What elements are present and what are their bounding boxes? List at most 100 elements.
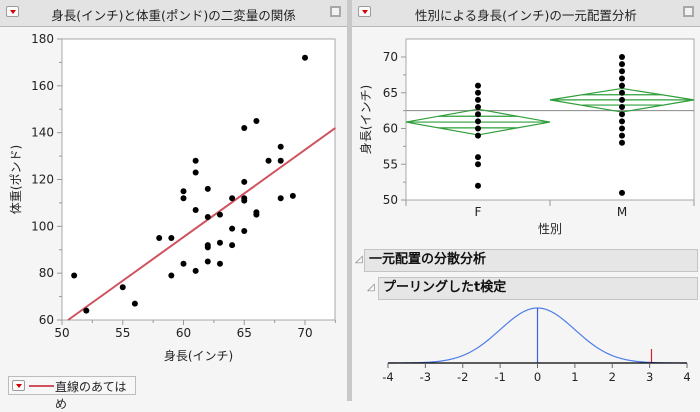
fit-line-label: 直線のあてはめ	[55, 380, 127, 411]
data-point[interactable]	[475, 154, 481, 161]
data-point[interactable]	[619, 118, 625, 125]
data-point[interactable]	[83, 307, 90, 314]
oneway-panel: 性別による身長(インチ)の一元配置分析 50 55 60 65 70 F M 性別 身長(インチ…	[352, 0, 700, 401]
data-point[interactable]	[277, 195, 284, 202]
data-point[interactable]	[204, 185, 211, 192]
oneway-titlebar: 性別による身長(インチ)の一元配置分析	[352, 0, 700, 27]
data-point[interactable]	[204, 213, 211, 220]
category-label: F	[475, 205, 482, 219]
y-tick-label: 70	[383, 50, 398, 64]
data-point[interactable]	[71, 272, 78, 279]
t-tick-label: -3	[420, 370, 431, 384]
data-point[interactable]	[289, 192, 296, 199]
data-point[interactable]	[619, 68, 625, 75]
data-point[interactable]	[277, 143, 284, 150]
t-tick-label: -4	[382, 370, 393, 384]
bivariate-panel: 身長(インチ)と体重(ポンド)の二変量の関係 60 80 100 120 140 160 1…	[0, 0, 347, 411]
data-point[interactable]	[302, 54, 308, 61]
t-tick-label: 2	[609, 370, 616, 384]
y-tick-label: 140	[31, 126, 54, 140]
data-point[interactable]	[229, 225, 236, 232]
category-label: M	[617, 205, 627, 219]
collapse-triangle-icon[interactable]: ◿	[367, 282, 375, 293]
y-tick-label: 55	[383, 157, 398, 171]
data-point[interactable]	[241, 178, 248, 185]
data-point[interactable]	[216, 211, 223, 218]
t-tick-label: -1	[494, 370, 505, 384]
data-point[interactable]	[475, 182, 481, 189]
data-point[interactable]	[192, 169, 199, 176]
x-axis-label: 身長(インチ)	[164, 348, 233, 363]
y-tick-label: 50	[383, 193, 398, 207]
oneway-frame	[405, 38, 695, 201]
oneway-plot[interactable]: 50 55 60 65 70 F M 性別 身長(インチ)	[352, 0, 700, 240]
x-tick-label: 65	[237, 326, 252, 340]
data-point[interactable]	[475, 125, 481, 132]
data-point[interactable]	[475, 111, 481, 118]
maximize-icon[interactable]	[330, 6, 341, 17]
data-point[interactable]	[475, 118, 481, 125]
y-tick-label: 160	[31, 79, 54, 93]
data-point[interactable]	[180, 195, 187, 202]
bivariate-scatter-plot[interactable]: 60 80 100 120 140 160 180 50 55 60 65 70 身長(インチ) 体重(ポ…	[0, 0, 347, 370]
data-point[interactable]	[475, 161, 481, 168]
data-point[interactable]	[229, 195, 236, 202]
data-point[interactable]	[619, 75, 625, 82]
collapse-triangle-icon[interactable]: ◿	[355, 254, 363, 265]
red-triangle-menu-icon[interactable]	[358, 6, 371, 17]
data-point[interactable]	[475, 96, 481, 103]
data-point[interactable]	[619, 61, 625, 68]
data-point[interactable]	[475, 104, 481, 111]
data-point[interactable]	[253, 117, 260, 124]
y-tick-label: 60	[383, 122, 398, 136]
t-tick-label: 3	[646, 370, 653, 384]
data-point[interactable]	[168, 272, 175, 279]
data-point[interactable]	[241, 228, 248, 235]
data-point[interactable]	[241, 197, 248, 204]
data-point[interactable]	[180, 260, 187, 267]
fit-line[interactable]	[67, 127, 336, 321]
maximize-icon[interactable]	[683, 6, 694, 17]
data-point[interactable]	[475, 82, 481, 89]
data-point[interactable]	[475, 132, 481, 139]
data-point[interactable]	[619, 96, 625, 103]
data-point[interactable]	[131, 300, 138, 307]
anova-outline-header[interactable]: 一元配置の分散分析	[364, 249, 698, 272]
data-point[interactable]	[277, 157, 284, 164]
panel-splitter[interactable]	[347, 0, 352, 401]
y-tick-label: 65	[383, 86, 398, 100]
data-point[interactable]	[619, 189, 625, 196]
data-point[interactable]	[619, 82, 625, 89]
data-point[interactable]	[265, 157, 272, 164]
data-point[interactable]	[119, 284, 126, 291]
data-point[interactable]	[192, 206, 199, 213]
data-point[interactable]	[216, 260, 223, 267]
data-point[interactable]	[619, 89, 625, 96]
y-axis-label: 体重(ポンド)	[9, 145, 23, 214]
t-tick-label: 0	[534, 370, 541, 384]
data-point[interactable]	[619, 139, 625, 146]
data-point[interactable]	[475, 89, 481, 96]
data-point[interactable]	[619, 111, 625, 118]
fit-line-menu-icon[interactable]	[12, 380, 25, 391]
data-point[interactable]	[619, 132, 625, 139]
red-triangle-menu-icon[interactable]	[6, 6, 19, 17]
data-point[interactable]	[156, 235, 163, 242]
data-point[interactable]	[241, 124, 248, 131]
data-point[interactable]	[253, 211, 260, 218]
data-point[interactable]	[229, 242, 236, 249]
data-point[interactable]	[204, 258, 211, 265]
data-point[interactable]	[180, 188, 187, 195]
bivariate-title: 身長(インチ)と体重(ポンド)の二変量の関係	[51, 8, 296, 23]
data-point[interactable]	[619, 104, 625, 111]
x-tick-label: 50	[54, 326, 69, 340]
data-point[interactable]	[619, 125, 625, 132]
data-point[interactable]	[619, 54, 625, 60]
data-point[interactable]	[192, 157, 199, 164]
data-point[interactable]	[204, 244, 211, 251]
data-point[interactable]	[168, 235, 175, 242]
data-point[interactable]	[192, 267, 199, 274]
t-tick-label: 1	[571, 370, 578, 384]
data-point[interactable]	[216, 239, 223, 246]
ttest-outline-header[interactable]: プーリングしたt検定	[378, 277, 698, 300]
